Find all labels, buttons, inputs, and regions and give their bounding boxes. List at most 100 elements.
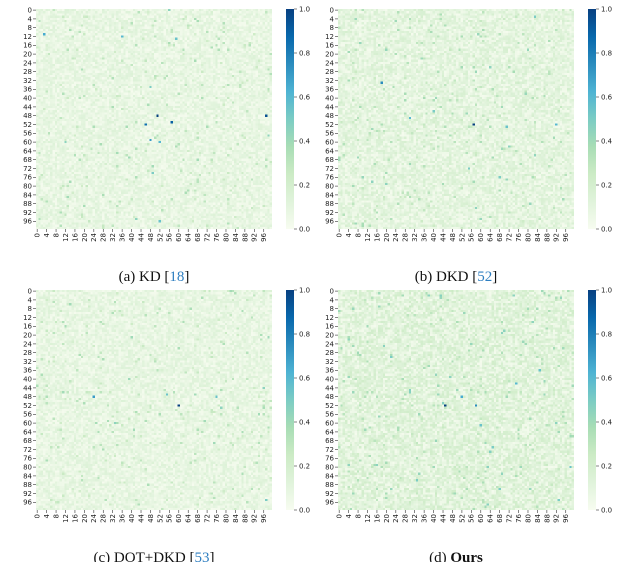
heatmap-cell <box>172 90 176 93</box>
heatmap-cell <box>250 83 254 87</box>
heatmap-cell <box>243 44 247 47</box>
heatmap-cell <box>80 103 84 106</box>
heatmap-cell <box>196 75 199 78</box>
heatmap-cell <box>234 57 237 60</box>
heatmap-cell <box>236 59 240 62</box>
heatmap-cell <box>156 46 159 49</box>
heatmap-cell <box>57 108 60 111</box>
heatmap-cell <box>142 50 145 54</box>
heatmap-cell <box>177 97 181 100</box>
heatmap-cell <box>191 75 195 78</box>
heatmap-cell <box>269 114 273 117</box>
heatmap-cell <box>78 88 81 91</box>
heatmap-cell <box>64 64 67 67</box>
heatmap-cell <box>158 99 162 102</box>
heatmap-cell <box>144 108 147 111</box>
heatmap-cell <box>64 83 67 87</box>
heatmap-cell <box>229 88 232 91</box>
heatmap-cell <box>109 55 112 58</box>
heatmap-cell <box>73 99 77 102</box>
heatmap-cell <box>255 81 258 84</box>
heatmap-cell <box>229 72 232 76</box>
heatmap-cell <box>109 101 112 104</box>
heatmap-cell <box>161 116 164 120</box>
heatmap-cell <box>236 24 240 27</box>
heatmap-cell <box>144 66 147 69</box>
heatmap-cell <box>57 24 60 27</box>
heatmap-cell <box>137 90 140 93</box>
heatmap-cell <box>229 99 232 102</box>
heatmap-cell <box>257 50 261 54</box>
heatmap-cell <box>238 28 242 32</box>
heatmap-cell <box>83 9 86 12</box>
heatmap-cell <box>57 9 60 12</box>
heatmap-cell <box>59 13 63 16</box>
heatmap-cell <box>43 20 46 23</box>
heatmap-cell <box>106 13 110 16</box>
heatmap-cell <box>168 68 171 71</box>
heatmap-cell <box>40 61 44 65</box>
heatmap-cell <box>208 75 211 78</box>
heatmap-cell <box>47 46 51 49</box>
heatmap-cell <box>109 17 112 21</box>
heatmap-cell <box>236 112 240 115</box>
heatmap-cell <box>179 20 183 23</box>
heatmap-cell <box>139 83 143 87</box>
heatmap-cell <box>144 17 147 21</box>
heatmap-cell <box>189 15 192 18</box>
heatmap-cell <box>104 68 107 71</box>
heatmap-cell <box>172 94 176 98</box>
heatmap-cell <box>264 37 268 40</box>
heatmap-cell <box>241 94 244 98</box>
heatmap-cell <box>52 15 55 18</box>
heatmap-cell <box>262 79 265 82</box>
heatmap-cell <box>175 97 178 100</box>
heatmap-cell <box>116 77 119 80</box>
heatmap-cell <box>106 33 110 36</box>
heatmap-cell <box>210 108 214 111</box>
heatmap-cell <box>95 81 98 84</box>
heatmap-cell <box>161 22 164 25</box>
heatmap-cell <box>54 57 58 60</box>
heatmap-cell <box>40 26 44 29</box>
heatmap-cell <box>47 99 51 102</box>
heatmap-cell <box>246 11 249 14</box>
heatmap-cell <box>83 42 86 45</box>
heatmap-cell <box>213 61 216 65</box>
heatmap-cell <box>213 110 216 113</box>
heatmap-cell <box>52 17 55 21</box>
heatmap-cell <box>139 24 143 27</box>
heatmap-cell <box>229 55 232 58</box>
heatmap-cell <box>165 26 169 29</box>
heatmap-cell <box>189 116 192 120</box>
heatmap-cell <box>161 105 164 109</box>
heatmap-cell <box>236 92 240 95</box>
heatmap-cell <box>222 108 225 111</box>
heatmap-cell <box>144 33 147 36</box>
heatmap-cell <box>163 24 166 27</box>
heatmap-cell <box>78 33 81 36</box>
heatmap-cell <box>253 79 256 82</box>
heatmap-cell <box>71 114 74 117</box>
heatmap-cell <box>69 92 72 95</box>
heatmap-cell <box>208 9 211 12</box>
heatmap-cell <box>208 92 211 95</box>
heatmap-cell <box>170 110 173 113</box>
heatmap-cell <box>262 42 265 45</box>
heatmap-cell <box>191 81 195 84</box>
heatmap-cell <box>241 81 244 84</box>
heatmap-cell <box>198 81 202 84</box>
heatmap-cell <box>194 20 197 23</box>
heatmap-cell <box>231 28 235 32</box>
heatmap-cell <box>87 53 91 56</box>
heatmap-cell <box>231 75 235 78</box>
heatmap-cell <box>257 66 261 69</box>
heatmap-cell <box>196 94 199 98</box>
heatmap-cell <box>83 114 86 117</box>
heatmap-cell <box>262 46 265 49</box>
heatmap-cell <box>146 44 150 47</box>
heatmap-cell <box>250 61 254 65</box>
heatmap-cell <box>113 83 117 87</box>
heatmap-cell <box>45 75 48 78</box>
heatmap-cell <box>179 13 183 16</box>
